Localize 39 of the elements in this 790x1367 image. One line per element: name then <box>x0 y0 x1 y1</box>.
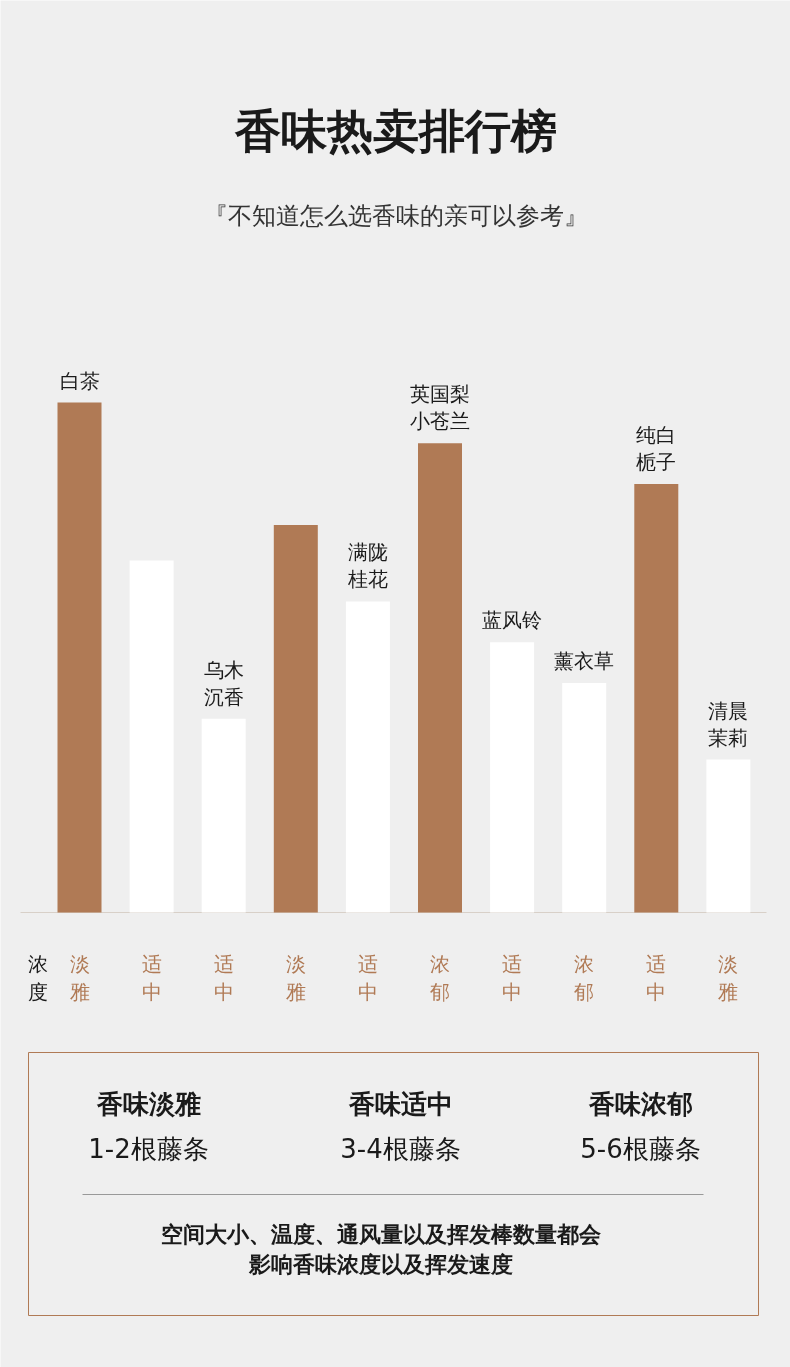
chart-title: 香味热卖排行榜 <box>233 103 557 158</box>
text: 淡雅 <box>718 951 739 1004</box>
bar <box>129 560 174 913</box>
text: 适中 <box>141 951 162 1004</box>
bar <box>562 683 607 913</box>
bar <box>57 402 102 913</box>
text: 空间大小、温度、通风量以及挥发棒数量都会 <box>160 1222 602 1247</box>
bar <box>706 759 751 913</box>
x-tick-label: 清晨茉莉 <box>708 698 749 750</box>
text: 浓郁 <box>574 951 595 1004</box>
x-tick-label: 蓝风铃 <box>482 608 543 633</box>
x-tick-label: 白茶 <box>59 368 100 393</box>
text: 影响香味浓度以及挥发速度 <box>247 1252 513 1277</box>
x-tick-label: 乌木沉香 <box>203 657 244 709</box>
text: 适中 <box>213 951 234 1004</box>
bar <box>273 524 318 913</box>
bar <box>634 484 679 913</box>
text: 浓郁 <box>430 951 450 1004</box>
text: 淡雅 <box>69 951 90 1004</box>
x-tick-label: 纯白栀子 <box>636 423 677 475</box>
bar <box>345 601 390 913</box>
text: 淡雅 <box>285 951 306 1004</box>
text: 适中 <box>646 951 667 1004</box>
text: 适中 <box>357 951 378 1004</box>
text: 香味淡雅 <box>95 1088 201 1119</box>
text: 浓度 <box>27 951 48 1004</box>
x-tick-label: 英国梨小苍兰 <box>410 382 470 434</box>
chart-subtitle: 『不知道怎么选香味的亲可以参考』 <box>203 201 588 230</box>
text: 适中 <box>502 951 523 1004</box>
text: 5-6根藤条 <box>580 1133 701 1164</box>
text: 香味适中 <box>347 1088 453 1119</box>
x-tick-label: 薰衣草 <box>554 649 615 673</box>
x-tick-label: 满陇桂花 <box>346 540 388 592</box>
bar <box>201 718 246 913</box>
text: 3-4根藤条 <box>340 1133 461 1164</box>
text: 1-2根藤条 <box>88 1133 209 1164</box>
bar <box>490 642 535 913</box>
bar <box>418 443 462 913</box>
text: 香味浓郁 <box>587 1088 693 1119</box>
